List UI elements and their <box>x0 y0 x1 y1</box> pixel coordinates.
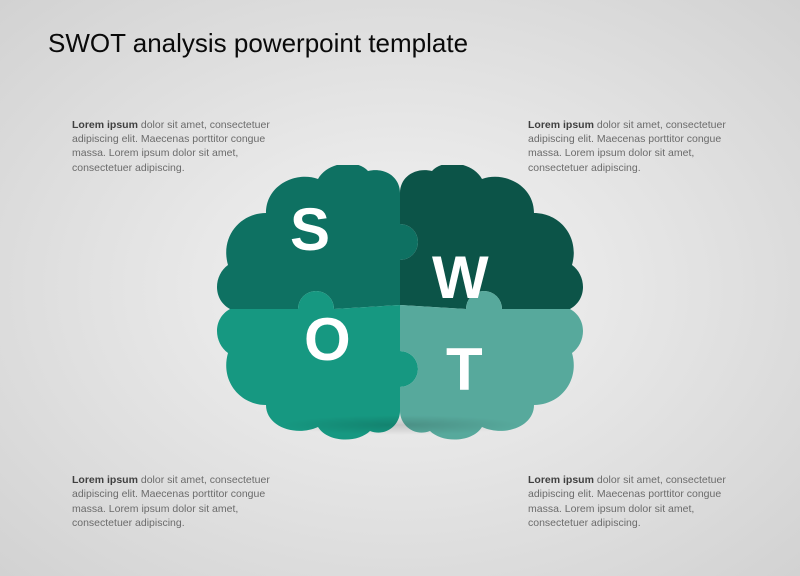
swot-brain-diagram: S W O T <box>210 165 590 445</box>
letter-t: T <box>446 335 483 404</box>
slide: SWOT analysis powerpoint template Lorem … <box>0 0 800 576</box>
brain-svg <box>210 165 590 445</box>
text-opportunities-lead: Lorem ipsum <box>72 474 138 486</box>
letter-o: O <box>304 305 351 374</box>
text-threats: Lorem ipsum dolor sit amet, consectetuer… <box>528 473 728 530</box>
text-threats-lead: Lorem ipsum <box>528 474 594 486</box>
letter-w: W <box>432 243 489 312</box>
text-weaknesses-lead: Lorem ipsum <box>528 119 594 131</box>
text-strengths-lead: Lorem ipsum <box>72 119 138 131</box>
quadrant-w <box>400 165 583 309</box>
slide-title: SWOT analysis powerpoint template <box>48 28 468 59</box>
diagram-shadow <box>280 415 520 435</box>
letter-s: S <box>290 195 330 264</box>
text-opportunities: Lorem ipsum dolor sit amet, consectetuer… <box>72 473 272 530</box>
